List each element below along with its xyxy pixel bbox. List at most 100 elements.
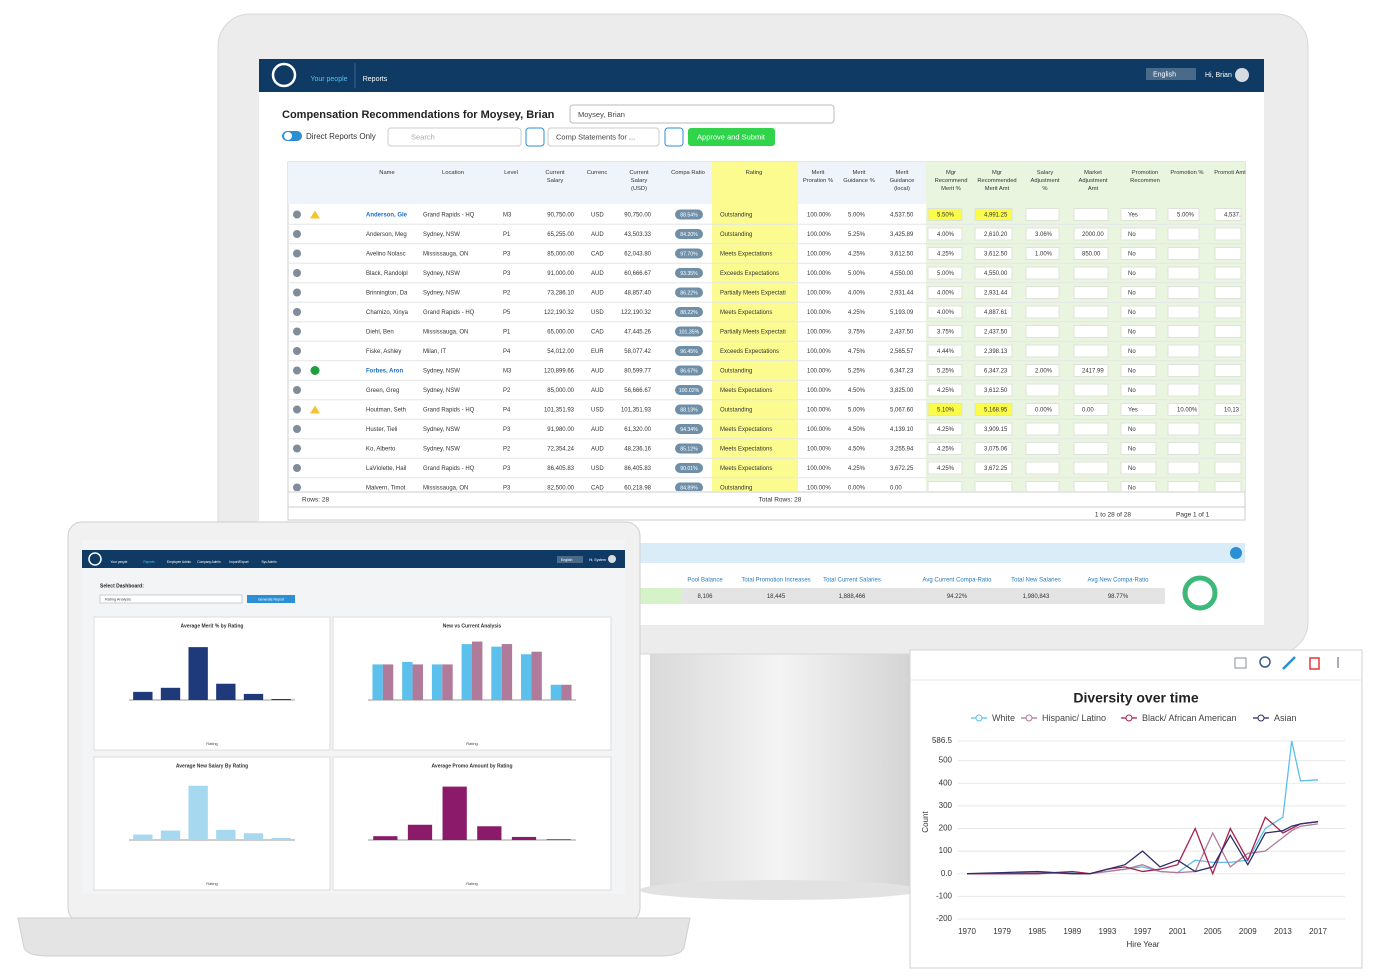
input-box[interactable] [927, 461, 963, 475]
zoom-icon[interactable] [1259, 656, 1271, 668]
input-box[interactable] [1025, 442, 1060, 455]
cell[interactable]: No [1128, 369, 1136, 375]
column-header[interactable]: Rating [746, 170, 763, 176]
input-box[interactable] [974, 227, 1013, 241]
column-header[interactable]: Current Salary [545, 170, 565, 184]
input-box[interactable] [1025, 325, 1060, 338]
input-box[interactable] [1073, 403, 1109, 416]
info-icon[interactable] [293, 444, 301, 453]
laptop-nav-link[interactable]: Import/Export [229, 560, 248, 564]
input-box[interactable] [1073, 364, 1109, 377]
input-box[interactable] [974, 208, 1013, 221]
input-box[interactable] [1167, 247, 1200, 260]
input-box[interactable] [1214, 247, 1242, 260]
column-header[interactable]: Salary Adjustment% [1031, 170, 1060, 192]
input-box[interactable] [1214, 422, 1242, 436]
input-box[interactable] [927, 305, 963, 319]
input-box[interactable] [1073, 227, 1109, 241]
input-box[interactable] [974, 266, 1013, 280]
input-box[interactable] [1025, 364, 1060, 377]
input-box[interactable] [1214, 364, 1242, 377]
info-icon[interactable] [293, 347, 301, 355]
input-box[interactable] [1073, 383, 1109, 397]
input-box[interactable] [1120, 403, 1157, 416]
input-box[interactable] [927, 422, 963, 436]
input-box[interactable] [974, 481, 1013, 494]
laptop-language[interactable]: English [561, 558, 573, 562]
print-button[interactable] [664, 127, 684, 147]
toggle-knob[interactable] [284, 132, 292, 140]
column-header[interactable]: Market Adjustment Amt [1079, 170, 1108, 192]
input-box[interactable] [1025, 403, 1060, 416]
input-box[interactable] [1167, 442, 1200, 455]
input-box[interactable] [1073, 286, 1109, 299]
dashboard-select[interactable] [99, 594, 243, 604]
input-box[interactable] [1025, 266, 1060, 280]
info-icon[interactable] [293, 425, 301, 433]
laptop-nav-link[interactable]: Sys Admin [261, 560, 276, 564]
info-icon[interactable] [293, 327, 301, 336]
cell[interactable]: No [1128, 466, 1136, 472]
input-box[interactable] [927, 247, 963, 260]
language[interactable]: English [1153, 71, 1176, 78]
info-icon[interactable] [293, 386, 301, 394]
legend-label[interactable]: White [992, 713, 1015, 723]
input-box[interactable] [1120, 286, 1157, 299]
employee-select[interactable] [569, 104, 835, 124]
input-box[interactable] [927, 266, 963, 280]
input-box[interactable] [1073, 247, 1109, 260]
input-box[interactable] [1214, 461, 1242, 475]
input-box[interactable] [1167, 461, 1200, 475]
input-box[interactable] [1214, 442, 1242, 455]
column-header[interactable]: Current Salary (USD) [629, 170, 649, 192]
input-box[interactable] [974, 422, 1013, 436]
cell[interactable]: No [1128, 291, 1136, 297]
column-header[interactable]: Name [379, 170, 394, 176]
info-icon[interactable] [293, 288, 301, 297]
input-box[interactable] [1025, 286, 1060, 299]
cell[interactable]: No [1128, 427, 1136, 433]
approve-button[interactable] [688, 128, 775, 146]
input-box[interactable] [927, 383, 963, 397]
input-box[interactable] [974, 461, 1013, 475]
input-box[interactable] [927, 325, 963, 338]
input-box[interactable] [1025, 383, 1060, 397]
laptop-nav-link[interactable]: Company Admin [197, 560, 221, 564]
input-box[interactable] [1073, 442, 1109, 455]
info-icon[interactable] [293, 210, 301, 219]
approve-label[interactable]: Approve and Submit [697, 132, 766, 141]
input-box[interactable] [1025, 344, 1060, 358]
input-box[interactable] [1214, 227, 1242, 241]
input-box[interactable] [1167, 305, 1200, 319]
cell[interactable]: No [1128, 447, 1136, 453]
cell[interactable]: No [1128, 349, 1136, 355]
statements-text[interactable]: Comp Statements for ... [556, 132, 635, 141]
input-box[interactable] [1167, 403, 1200, 416]
input-box[interactable] [1120, 481, 1157, 494]
input-box[interactable] [1120, 364, 1157, 377]
cell[interactable]: No [1128, 330, 1136, 336]
input-box[interactable] [1073, 305, 1109, 319]
info-icon[interactable] [293, 269, 301, 277]
cell[interactable]: No [1128, 252, 1136, 258]
info-icon[interactable] [293, 230, 301, 238]
search-box[interactable] [387, 127, 522, 147]
column-header[interactable]: Promotion % [1170, 170, 1203, 176]
input-box[interactable] [1214, 383, 1242, 397]
info-icon[interactable] [293, 464, 301, 472]
laptop-nav-link[interactable]: Reports [143, 560, 155, 564]
input-box[interactable] [1025, 422, 1060, 436]
input-box[interactable] [1073, 481, 1109, 494]
input-box[interactable] [1167, 208, 1200, 221]
input-box[interactable] [1120, 227, 1157, 241]
language-select[interactable] [1146, 68, 1196, 80]
input-box[interactable] [927, 344, 963, 358]
input-box[interactable] [1167, 344, 1200, 358]
input-box[interactable] [1120, 305, 1157, 319]
input-box[interactable] [927, 442, 963, 455]
input-box[interactable] [1167, 325, 1200, 338]
input-box[interactable] [927, 403, 963, 416]
input-box[interactable] [927, 364, 963, 377]
input-box[interactable] [1073, 266, 1109, 280]
generate-button[interactable] [247, 595, 295, 603]
